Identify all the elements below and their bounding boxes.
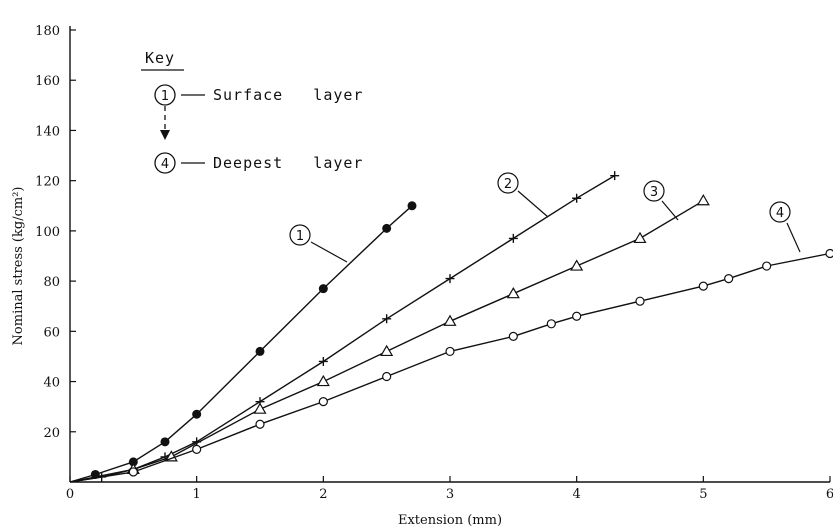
data-point xyxy=(635,296,645,306)
series-line xyxy=(69,174,616,483)
series-layer: 1 2 3 4 xyxy=(69,171,833,483)
data-point xyxy=(318,284,328,294)
data-point xyxy=(255,346,265,356)
data-point xyxy=(382,371,392,382)
series-label-circle xyxy=(769,201,791,223)
key-marker-4-circle xyxy=(154,152,176,174)
y-tick-label: 180 xyxy=(35,24,60,39)
data-point xyxy=(192,409,202,419)
data-point xyxy=(164,450,178,462)
y-axis-title: Nominal stress (kg/cm²) xyxy=(11,187,26,346)
x-tick-label: 1 xyxy=(193,487,201,502)
x-tick-label: 5 xyxy=(699,487,707,502)
x-tick-label: 6 xyxy=(826,487,833,502)
key-label-surface: Surface layer xyxy=(213,86,363,104)
series-label-leader xyxy=(661,200,679,221)
series-2: 2 xyxy=(69,171,620,483)
key-marker-1-number: 1 xyxy=(161,89,169,104)
data-point xyxy=(570,259,584,271)
data-point xyxy=(762,261,772,271)
series-1: 1 xyxy=(69,201,417,483)
series-4: 4 xyxy=(69,201,833,483)
key-legend: Key 1 Surface layer 4 Deepest layer xyxy=(141,49,363,174)
key-arrow-head xyxy=(160,130,170,140)
x-tick-label: 4 xyxy=(573,487,581,502)
data-point xyxy=(380,344,394,357)
data-point xyxy=(724,274,734,284)
series-label-leader xyxy=(517,190,549,218)
data-point xyxy=(407,201,417,211)
series-label-leader xyxy=(310,241,348,263)
data-point xyxy=(160,437,170,447)
y-tick-label: 120 xyxy=(35,175,60,190)
data-point xyxy=(192,444,202,454)
y-tick-label: 160 xyxy=(35,74,60,89)
key-label-deepest: Deepest layer xyxy=(213,154,363,172)
series-label-circle xyxy=(289,224,311,246)
data-point xyxy=(572,193,582,203)
y-tick-label: 140 xyxy=(35,124,60,139)
series-label-circle xyxy=(643,180,665,202)
y-tick-label: 100 xyxy=(35,225,60,240)
y-tick-label: 60 xyxy=(43,325,60,340)
series-label: 1 xyxy=(296,229,304,244)
data-point xyxy=(128,467,138,477)
data-point xyxy=(445,346,455,357)
data-point xyxy=(698,281,708,291)
data-point xyxy=(318,397,328,407)
data-point xyxy=(546,319,556,329)
data-point xyxy=(696,194,710,206)
data-point xyxy=(382,223,392,233)
axes: 0 1 2 3 4 5 6 20 40 60 80 100 120 140 160 180 Extension … xyxy=(11,24,833,526)
data-point xyxy=(508,233,518,243)
x-tick-label: 3 xyxy=(446,487,454,502)
x-axis-title: Extension (mm) xyxy=(398,513,502,526)
data-point xyxy=(508,331,518,341)
data-point xyxy=(633,231,647,244)
data-point xyxy=(445,274,455,284)
series-label: 2 xyxy=(504,177,512,192)
data-point xyxy=(316,374,330,387)
key-marker-1-circle xyxy=(154,84,176,106)
data-point xyxy=(318,356,328,366)
data-point xyxy=(255,419,265,429)
data-point xyxy=(825,248,833,259)
data-point xyxy=(572,311,582,321)
series-label: 3 xyxy=(650,185,658,200)
data-point xyxy=(443,314,457,326)
data-point xyxy=(506,286,520,299)
y-tick-label: 40 xyxy=(43,376,60,391)
key-marker-4-number: 4 xyxy=(161,157,169,172)
key-title: Key xyxy=(145,49,175,67)
series-label: 4 xyxy=(776,206,784,221)
data-point xyxy=(128,457,138,467)
x-tick-label: 2 xyxy=(319,487,327,502)
data-point xyxy=(253,402,267,414)
series-line xyxy=(69,205,413,483)
data-point xyxy=(610,171,620,181)
y-tick-label: 20 xyxy=(43,426,60,441)
y-tick-label: 80 xyxy=(43,275,60,290)
data-point xyxy=(382,314,392,324)
x-tick-label: 0 xyxy=(66,487,74,502)
series-label-leader xyxy=(786,222,801,253)
series-label-circle xyxy=(497,172,519,194)
